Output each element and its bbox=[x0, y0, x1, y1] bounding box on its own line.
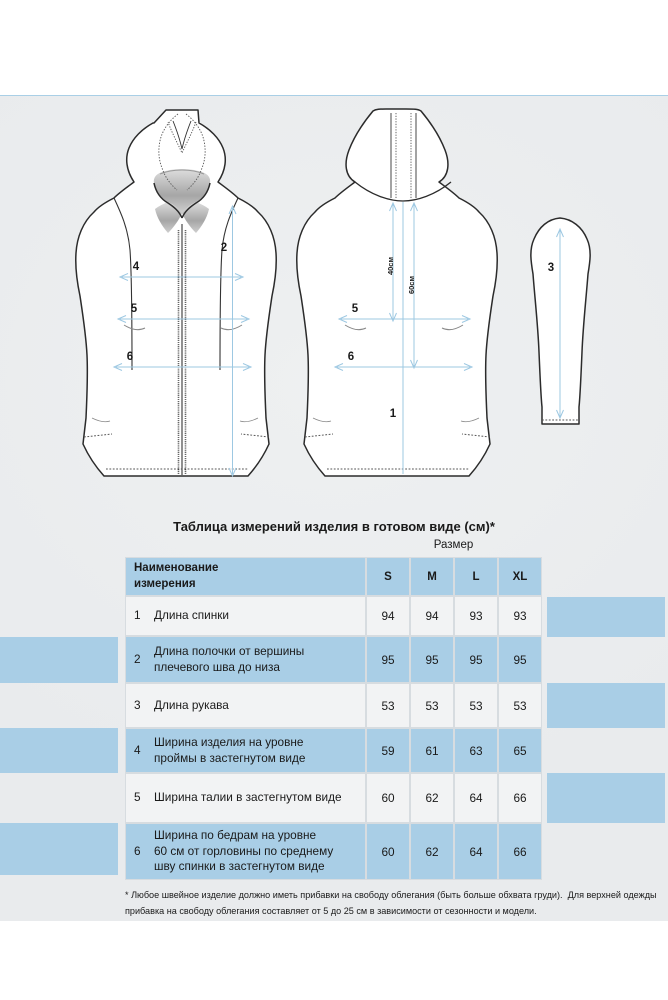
svg-text:40см: 40см bbox=[386, 257, 395, 276]
svg-text:3: 3 bbox=[548, 262, 554, 274]
svg-text:6: 6 bbox=[348, 351, 354, 363]
svg-text:5: 5 bbox=[352, 303, 359, 315]
svg-text:60см: 60см bbox=[407, 276, 416, 295]
svg-text:2: 2 bbox=[221, 242, 227, 254]
svg-text:6: 6 bbox=[127, 351, 133, 363]
svg-text:5: 5 bbox=[131, 303, 138, 315]
svg-text:4: 4 bbox=[133, 261, 140, 273]
svg-text:1: 1 bbox=[390, 408, 397, 420]
